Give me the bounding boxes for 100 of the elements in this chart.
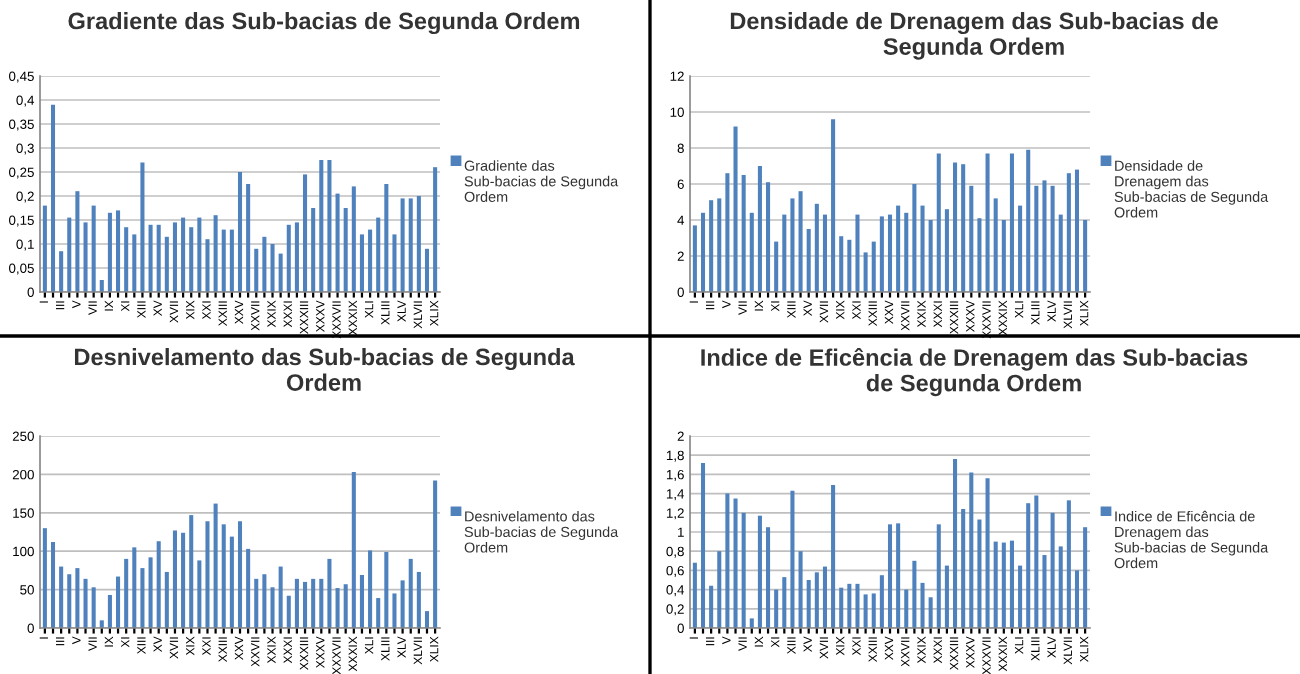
chart-title: Densidade de Drenagem das Sub-bacias de Segunda Ordem: [730, 12, 1218, 60]
bar: [839, 236, 844, 292]
bar: [806, 229, 811, 292]
bar: [717, 551, 722, 628]
bar: [83, 222, 88, 292]
bar: [920, 205, 925, 292]
bar: [99, 280, 104, 292]
bar: [814, 203, 819, 292]
bar: [270, 244, 275, 292]
bar: [400, 198, 405, 292]
bar: [879, 575, 884, 628]
bar: [246, 548, 251, 628]
bar: [863, 594, 868, 628]
bar: [700, 462, 706, 628]
bar: [368, 550, 373, 628]
bar: [985, 478, 990, 628]
bar: [359, 234, 364, 292]
bar: [904, 212, 909, 292]
bar: [384, 184, 389, 292]
bar: [107, 594, 112, 628]
bar: [692, 562, 697, 628]
bar: [855, 214, 860, 292]
bar: [782, 577, 787, 628]
bar: [400, 580, 405, 628]
bar: [774, 589, 779, 628]
bar: [944, 209, 949, 292]
bar: [1083, 220, 1088, 292]
bar: [343, 208, 348, 292]
bar: [887, 524, 893, 628]
bar: [351, 472, 356, 628]
bar: [928, 597, 933, 628]
bar: [1058, 214, 1063, 292]
bar: [221, 524, 226, 628]
bar: [197, 217, 202, 292]
bar: [335, 588, 340, 628]
bar: [961, 508, 966, 628]
bar: [798, 191, 803, 292]
bar: [359, 575, 364, 628]
bar: [181, 217, 186, 292]
bar: [1058, 546, 1063, 628]
bar: [709, 585, 714, 628]
bar: [977, 218, 982, 292]
bar: [725, 493, 730, 628]
bar: [116, 210, 121, 292]
bar: [741, 512, 746, 628]
bar: [1074, 570, 1080, 628]
bar: [993, 198, 998, 292]
bar: [969, 472, 974, 628]
bar: [822, 566, 827, 628]
bar: [1042, 555, 1047, 628]
bar: [692, 225, 697, 292]
bar: [262, 236, 267, 292]
bar: [351, 186, 356, 292]
bar: [1026, 149, 1031, 292]
bar: [67, 574, 72, 628]
bar: [871, 593, 876, 628]
bar: [774, 241, 779, 292]
bar: [1026, 503, 1031, 628]
bar: [189, 515, 194, 628]
bar: [75, 191, 80, 292]
bar: [156, 224, 161, 292]
bar: [814, 572, 819, 628]
bar: [50, 104, 56, 292]
bar: [246, 184, 251, 292]
bar: [733, 498, 738, 628]
bar: [327, 160, 332, 292]
bar: [790, 198, 795, 292]
bar: [124, 227, 129, 292]
bar: [1066, 500, 1071, 628]
bar: [205, 521, 210, 628]
bar: [229, 536, 234, 628]
bar: [42, 528, 47, 628]
bar: [1050, 185, 1055, 292]
bar: [140, 162, 145, 292]
bar: [985, 153, 990, 292]
bar: [286, 224, 291, 292]
bar: [116, 576, 121, 628]
bar: [749, 618, 754, 628]
bar: [782, 214, 787, 292]
bar: [75, 568, 80, 628]
bar: [140, 568, 145, 628]
bar: [254, 578, 259, 628]
bar: [50, 541, 56, 628]
bar: [806, 580, 811, 628]
bar: [148, 557, 153, 628]
bar: [928, 220, 933, 292]
bar: [67, 217, 72, 292]
bar: [749, 212, 754, 292]
bar: [286, 595, 291, 628]
bar: [1083, 527, 1088, 628]
bar: [1009, 153, 1014, 292]
bar: [1066, 173, 1071, 292]
bar: [99, 620, 104, 628]
bar: [871, 241, 876, 292]
bar: [839, 587, 844, 628]
chart-title: Indice de Eficência de Drenagem das Sub-bacias de Segunda Ordem: [701, 348, 1248, 397]
bar: [376, 217, 381, 292]
bar: [197, 560, 202, 628]
bar: [709, 200, 714, 292]
bar: [1034, 185, 1039, 292]
